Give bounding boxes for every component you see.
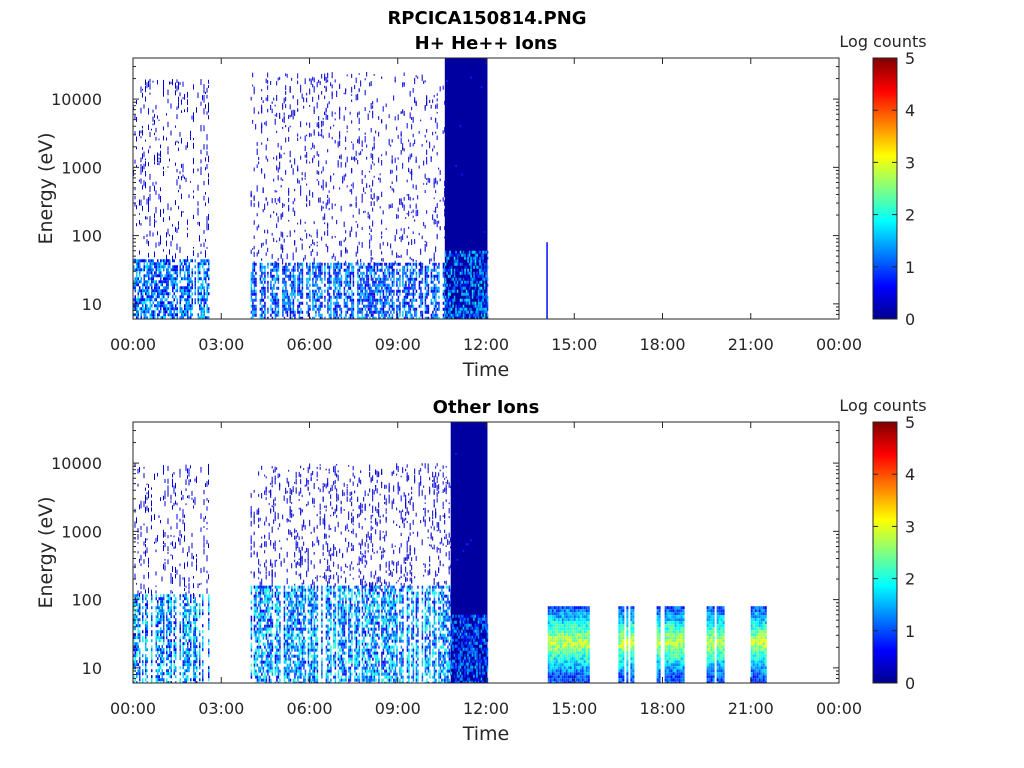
spectrogram-segment <box>546 242 548 319</box>
x-tick-label: 03:00 <box>198 335 244 354</box>
x-tick-label: 00:00 <box>110 335 156 354</box>
x-axis-label: Time <box>462 723 510 745</box>
colorbar-tick-label: 2 <box>905 570 915 589</box>
spectrogram-segment <box>706 606 725 683</box>
spectrogram-segment <box>133 78 210 319</box>
y-tick-label: 10000 <box>51 90 102 109</box>
colorbar-tick-label: 4 <box>905 101 915 120</box>
x-tick-label: 03:00 <box>198 699 244 718</box>
y-tick-label: 10 <box>82 295 102 314</box>
colorbar-gradient <box>872 57 898 320</box>
spectrogram-segment <box>547 606 590 683</box>
x-tick-label: 12:00 <box>463 335 509 354</box>
figure-title: RPCICA150814.PNG <box>387 8 586 29</box>
x-tick-label: 15:00 <box>551 699 597 718</box>
y-axis-label: Energy (eV) <box>35 496 57 608</box>
y-tick-label: 100 <box>71 227 102 246</box>
y-tick-label: 10 <box>82 659 102 678</box>
colorbar-tick-label: 5 <box>905 49 915 68</box>
y-tick-label: 1000 <box>61 522 102 541</box>
spectrogram-segment <box>450 422 489 683</box>
x-tick-label: 12:00 <box>463 699 509 718</box>
colorbar-tick-label: 3 <box>905 517 915 536</box>
x-tick-label: 00:00 <box>110 699 156 718</box>
colorbar-tick-label: 4 <box>905 465 915 484</box>
colorbar-tick-label: 3 <box>905 153 915 172</box>
colorbar-tick-label: 5 <box>905 413 915 432</box>
spectrogram-segment <box>133 463 210 683</box>
x-tick-label: 09:00 <box>375 335 421 354</box>
spectrogram-segment <box>656 606 685 683</box>
x-tick-label: 18:00 <box>639 335 685 354</box>
x-tick-label: 06:00 <box>286 335 332 354</box>
x-tick-label: 15:00 <box>551 335 597 354</box>
x-axis-label: Time <box>462 359 510 381</box>
colorbar-tick-label: 1 <box>905 258 915 277</box>
spectrogram-segment <box>250 463 452 683</box>
colorbar-tick-label: 0 <box>905 674 915 693</box>
spectrogram-segment <box>750 606 767 683</box>
x-tick-label: 00:00 <box>816 699 862 718</box>
y-axis-label: Energy (eV) <box>35 132 57 244</box>
spectrogram-data <box>133 58 548 319</box>
spectrogram-segment <box>618 606 635 683</box>
y-tick-label: 10000 <box>51 454 102 473</box>
x-tick-label: 06:00 <box>286 699 332 718</box>
x-tick-label: 21:00 <box>728 699 774 718</box>
colorbar-label: Log counts <box>839 396 926 415</box>
y-tick-label: 100 <box>71 591 102 610</box>
spike <box>546 242 548 319</box>
spectrogram-data <box>133 422 767 683</box>
colorbar-tick-label: 0 <box>905 310 915 329</box>
colorbar-tick-label: 1 <box>905 622 915 641</box>
x-tick-label: 00:00 <box>816 335 862 354</box>
spectrogram-segment <box>444 58 489 319</box>
colorbar-label: Log counts <box>839 32 926 51</box>
panel-title: Other Ions <box>433 397 540 418</box>
x-tick-label: 18:00 <box>639 699 685 718</box>
x-tick-label: 21:00 <box>728 335 774 354</box>
colorbar-tick-label: 2 <box>905 206 915 225</box>
y-tick-label: 1000 <box>61 158 102 177</box>
colorbar-gradient <box>872 421 898 684</box>
panel-h-he-ions: H+ He++ Ions 00:00 03:00 06:00 09:00 12:00 15:… <box>35 32 927 381</box>
panel-other-ions: Other Ions 00:00 03:00 06:00 09:00 12:00 15:00… <box>35 396 927 745</box>
spectrogram-segment <box>250 71 446 319</box>
x-tick-label: 09:00 <box>375 699 421 718</box>
panel-title: H+ He++ Ions <box>415 33 558 54</box>
